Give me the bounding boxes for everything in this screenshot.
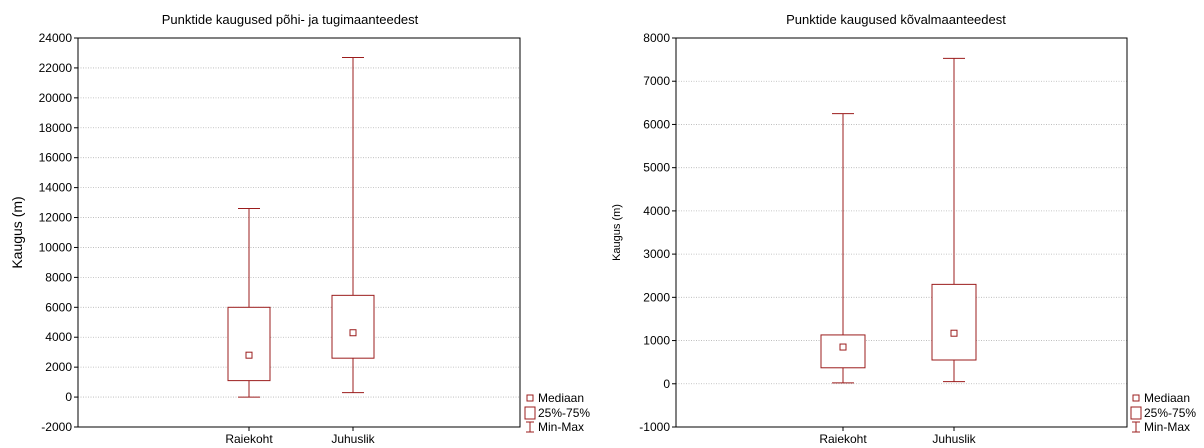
- y-tick-label: 0: [65, 390, 72, 404]
- y-tick-label: 8000: [45, 270, 72, 284]
- chart-title: Punktide kaugused põhi- ja tugimaanteede…: [162, 12, 419, 27]
- legend-median-symbol: [526, 394, 534, 402]
- y-tick-label: 22000: [39, 61, 73, 75]
- box-juhuslik: [931, 57, 977, 383]
- legend-iqr-symbol: [1130, 406, 1142, 420]
- median-marker: [349, 329, 357, 337]
- x-tick-label: Raiekoht: [225, 432, 273, 446]
- y-tick-label: 14000: [39, 181, 73, 195]
- legend-median-label: Mediaan: [538, 391, 584, 405]
- chart-panel-2: Punktide kaugused kõvalmaanteedest Kaugus…: [611, 12, 1196, 446]
- y-tick-label: 7000: [643, 74, 670, 88]
- y-tick-label: 24000: [39, 31, 73, 45]
- iqr-box: [331, 294, 375, 359]
- plot-frame: [675, 37, 1128, 428]
- chart-title: Punktide kaugused kõvalmaanteedest: [786, 12, 1006, 27]
- legend-median-label: Mediaan: [1144, 391, 1190, 405]
- y-tick-label: 20000: [39, 91, 73, 105]
- y-tick-label: 18000: [39, 121, 73, 135]
- legend-iqr-symbol: [524, 406, 536, 420]
- y-axis-label: Kaugus (m): [611, 204, 623, 261]
- y-tick-label: 6000: [45, 300, 72, 314]
- y-tick-label: 8000: [643, 31, 670, 45]
- y-tick-label: 16000: [39, 151, 73, 165]
- median-marker: [950, 329, 958, 337]
- median-marker: [245, 351, 253, 359]
- plot-frame: [77, 37, 521, 428]
- box-juhuslik: [331, 56, 375, 394]
- chart-panel-1: Punktide kaugused põhi- ja tugimaanteede…: [9, 12, 590, 446]
- x-tick-label: Juhuslik: [331, 432, 375, 446]
- legend-iqr-label: 25%-75%: [1144, 406, 1196, 420]
- y-tick-label: -2000: [41, 420, 72, 434]
- box-raiekoht: [820, 113, 866, 384]
- iqr-box: [227, 306, 271, 382]
- y-axis-label: Kaugus (m): [9, 196, 25, 268]
- y-tick-label: 0: [663, 377, 670, 391]
- x-tick-label: Juhuslik: [932, 432, 976, 446]
- median-marker: [839, 343, 847, 351]
- y-tick-label: -1000: [639, 420, 670, 434]
- iqr-box: [931, 283, 977, 361]
- y-tick-label: 4000: [643, 204, 670, 218]
- y-tick-label: 4000: [45, 330, 72, 344]
- legend-minmax-label: Min-Max: [538, 420, 584, 434]
- y-tick-label: 12000: [39, 211, 73, 225]
- y-tick-label: 1000: [643, 334, 670, 348]
- box-raiekoht: [227, 208, 271, 398]
- legend-iqr-label: 25%-75%: [538, 406, 590, 420]
- legend-minmax-label: Min-Max: [1144, 420, 1190, 434]
- y-tick-label: 6000: [643, 117, 670, 131]
- y-tick-label: 2000: [643, 290, 670, 304]
- y-tick-label: 5000: [643, 161, 670, 175]
- iqr-box: [820, 334, 866, 369]
- y-tick-label: 3000: [643, 247, 670, 261]
- legend-median-symbol: [1132, 394, 1140, 402]
- y-tick-label: 10000: [39, 240, 73, 254]
- y-tick-label: 2000: [45, 360, 72, 374]
- x-tick-label: Raiekoht: [819, 432, 867, 446]
